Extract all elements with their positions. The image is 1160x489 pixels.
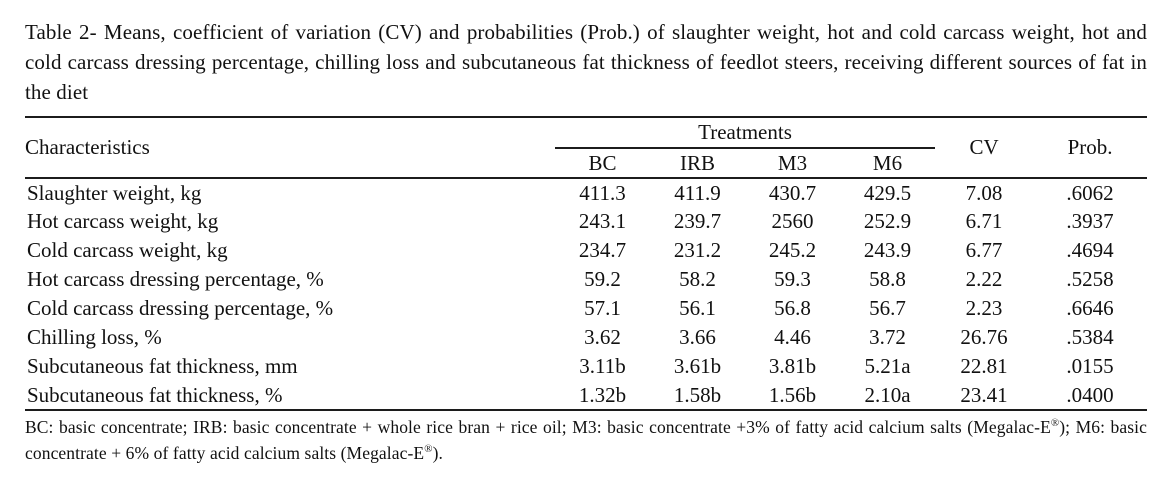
table-cell: 26.76	[960, 325, 1008, 349]
table-cell: 4.46	[774, 325, 811, 349]
table-cell: 3.72	[869, 325, 906, 349]
footnote-text-1: BC: basic concentrate; IRB: basic concen…	[25, 417, 1051, 437]
table-cell: 430.7	[768, 180, 817, 205]
table-cell: .0155	[1066, 354, 1114, 378]
table-cell: .3937	[1066, 209, 1114, 233]
header-row-treatments: BC IRB M3 M6	[25, 148, 1147, 179]
table-cell: 59.2	[584, 267, 621, 291]
row-label: Hot carcass dressing percentage, %	[27, 267, 324, 291]
table-cell: 7.08	[965, 180, 1003, 205]
footnote-text-2: ); M6: basic concentrate + 6% of fatty a…	[25, 417, 1147, 463]
row-label: Subcutaneous fat thickness, %	[27, 382, 283, 407]
table-cell: 2.10a	[864, 382, 911, 407]
table-cell: 243.1	[578, 209, 627, 233]
registered-trademark-icon: ®	[1050, 417, 1060, 430]
table-header: Characteristics Treatments CV Prob. BC I…	[25, 117, 1148, 179]
table-cell: 58.2	[679, 267, 716, 291]
column-header-cv: CV	[935, 117, 1034, 179]
table-cell: 429.5	[863, 180, 912, 205]
results-table: Characteristics Treatments CV Prob. BC I…	[25, 116, 1148, 411]
table-cell: 58.8	[869, 267, 906, 291]
table-cell: 2.22	[965, 267, 1003, 291]
column-header-prob: Prob.	[1033, 117, 1148, 179]
table-cell: 239.7	[673, 209, 722, 233]
table-cell: 5.21a	[864, 354, 911, 378]
table-cell: 1.32b	[578, 382, 627, 407]
footnote-text-3: ).	[432, 443, 443, 463]
table-cell: 3.62	[584, 325, 621, 349]
table-cell: .5384	[1066, 325, 1114, 349]
table-cell: 234.7	[578, 238, 627, 262]
table-cell: 231.2	[673, 238, 722, 262]
table-cell: 243.9	[863, 238, 912, 262]
table-cell: 3.61b	[673, 354, 722, 378]
table-row: Chilling loss, % 3.62 3.66 4.46 3.72 26.…	[25, 323, 1147, 352]
row-label: Cold carcass dressing percentage, %	[27, 296, 334, 320]
table-cell: 3.66	[679, 325, 716, 349]
table-cell: 3.11b	[579, 354, 626, 378]
table-caption: Table 2- Means, coefficient of variation…	[25, 20, 1147, 104]
table-cell: 1.58b	[673, 382, 722, 407]
table-footnote: BC: basic concentrate; IRB: basic concen…	[25, 414, 1147, 466]
table-cell: 245.2	[768, 238, 817, 262]
table-row: Cold carcass weight, kg 234.7 231.2 245.…	[25, 236, 1147, 265]
table-cell: .0400	[1066, 382, 1114, 407]
table-cell: 2.23	[965, 296, 1003, 320]
table-cell: 57.1	[584, 296, 621, 320]
table-cell: 56.1	[679, 296, 716, 320]
table-cell: 2560	[771, 209, 814, 233]
table-row: Hot carcass weight, kg 243.1 239.7 2560 …	[25, 207, 1147, 236]
column-header-m3: M3	[745, 148, 840, 179]
table-row: Slaughter weight, kg 411.3 411.9 430.7 4…	[25, 178, 1147, 207]
table-cell: .4694	[1066, 238, 1114, 262]
row-label: Chilling loss, %	[27, 325, 162, 349]
table-cell: 23.41	[960, 382, 1008, 407]
table-cell: 59.3	[774, 267, 811, 291]
table-cell: 6.77	[965, 238, 1003, 262]
table-row: Subcutaneous fat thickness, % 1.32b 1.58…	[25, 381, 1147, 410]
table-cell: 56.7	[869, 296, 906, 320]
column-header-characteristics: Characteristics	[25, 117, 555, 179]
registered-trademark-icon: ®	[424, 443, 433, 456]
table-row: Hot carcass dressing percentage, % 59.2 …	[25, 265, 1147, 294]
column-group-treatments: Treatments	[555, 117, 936, 149]
table-cell: 411.9	[674, 180, 721, 205]
header-row-groups: Characteristics Treatments CV Prob.	[25, 117, 1148, 179]
table-cell: 22.81	[960, 354, 1008, 378]
table-cell: .5258	[1066, 267, 1114, 291]
table-cell: .6646	[1066, 296, 1114, 320]
table-cell: 3.81b	[768, 354, 817, 378]
table-body: Slaughter weight, kg 411.3 411.9 430.7 4…	[25, 178, 1147, 410]
table-cell: .6062	[1066, 180, 1114, 205]
table-row: Cold carcass dressing percentage, % 57.1…	[25, 294, 1147, 323]
row-label: Subcutaneous fat thickness, mm	[27, 354, 298, 378]
table-row: Subcutaneous fat thickness, mm 3.11b 3.6…	[25, 352, 1147, 381]
row-label: Cold carcass weight, kg	[27, 238, 228, 262]
table-cell: 56.8	[774, 296, 811, 320]
row-label: Hot carcass weight, kg	[27, 209, 219, 233]
column-header-irb: IRB	[650, 148, 745, 179]
table-cell: 1.56b	[768, 382, 817, 407]
column-header-bc: BC	[555, 148, 650, 179]
table-cell: 252.9	[863, 209, 912, 233]
column-header-m6: M6	[840, 148, 936, 179]
row-label: Slaughter weight, kg	[27, 180, 202, 205]
table-cell: 6.71	[965, 209, 1003, 233]
table-cell: 411.3	[579, 180, 626, 205]
